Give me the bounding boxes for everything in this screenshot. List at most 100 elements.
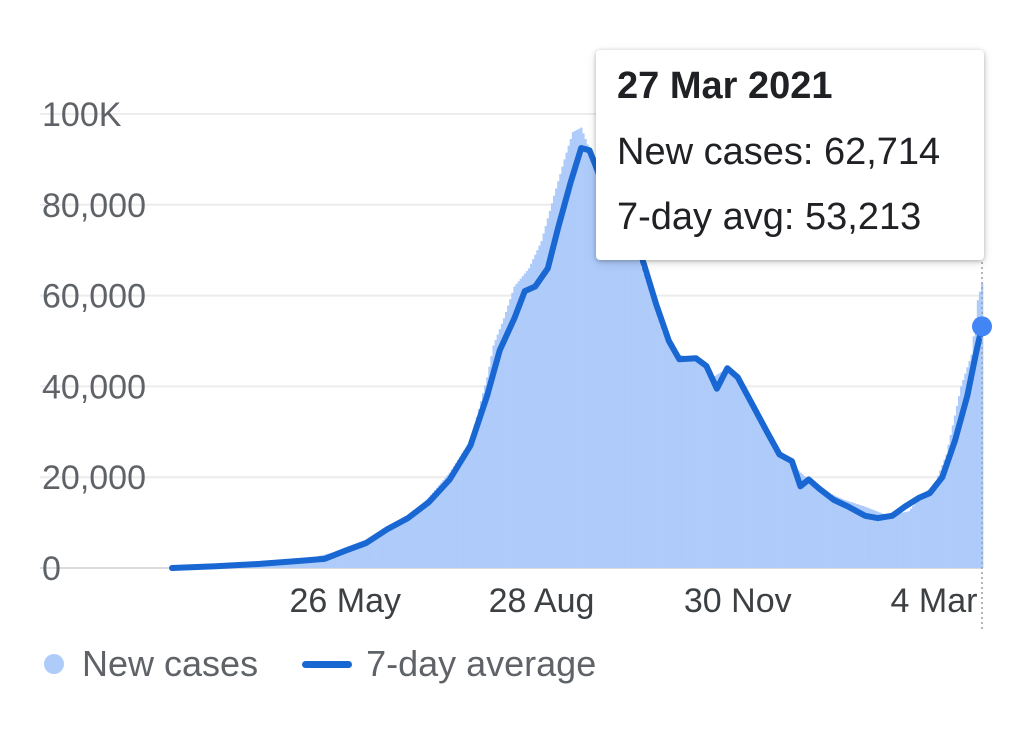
new-cases-bar[interactable]	[598, 173, 602, 568]
new-cases-bar[interactable]	[363, 543, 366, 568]
new-cases-bar[interactable]	[534, 254, 537, 569]
new-cases-bar[interactable]	[697, 361, 700, 568]
new-cases-bar[interactable]	[841, 498, 844, 568]
hover-point-marker[interactable]	[972, 316, 992, 337]
new-cases-bar[interactable]	[730, 371, 733, 568]
new-cases-bar[interactable]	[711, 377, 715, 568]
new-cases-bar[interactable]	[924, 491, 927, 568]
new-cases-bar[interactable]	[530, 263, 533, 568]
new-cases-bar[interactable]	[684, 356, 687, 568]
new-cases-bar[interactable]	[381, 534, 385, 568]
new-cases-bar[interactable]	[555, 188, 558, 568]
new-cases-bar[interactable]	[446, 475, 449, 568]
new-cases-bar[interactable]	[878, 512, 882, 568]
new-cases-bar[interactable]	[607, 189, 610, 568]
new-cases-bar[interactable]	[855, 503, 859, 568]
new-cases-bar[interactable]	[968, 360, 971, 568]
new-cases-bar[interactable]	[628, 232, 631, 569]
new-cases-bar[interactable]	[657, 318, 660, 568]
new-cases-bar[interactable]	[768, 434, 771, 568]
new-cases-bar[interactable]	[757, 418, 760, 568]
new-cases-bar[interactable]	[527, 268, 531, 568]
new-cases-bar[interactable]	[830, 494, 834, 568]
new-cases-bar[interactable]	[941, 465, 944, 568]
new-cases-bar[interactable]	[388, 530, 391, 568]
new-cases-bar[interactable]	[914, 503, 917, 568]
new-cases-bar[interactable]	[596, 168, 600, 569]
new-cases-bar[interactable]	[715, 374, 719, 568]
new-cases-bar[interactable]	[498, 329, 502, 568]
new-cases-bar[interactable]	[344, 549, 347, 568]
new-cases-bar[interactable]	[440, 482, 443, 568]
new-cases-bar[interactable]	[836, 497, 840, 568]
new-cases-bar[interactable]	[390, 528, 393, 568]
new-cases-bar[interactable]	[857, 504, 861, 568]
new-cases-bar[interactable]	[536, 250, 539, 568]
new-cases-bar[interactable]	[818, 487, 821, 568]
new-cases-bar[interactable]	[329, 553, 333, 568]
new-cases-bar[interactable]	[417, 507, 420, 568]
new-cases-bar[interactable]	[828, 493, 831, 568]
new-cases-bar[interactable]	[517, 281, 520, 568]
new-cases-bar[interactable]	[367, 541, 370, 568]
new-cases-bar[interactable]	[444, 477, 447, 568]
new-cases-bar[interactable]	[636, 255, 639, 568]
new-cases-bar[interactable]	[740, 385, 744, 568]
new-cases-bar[interactable]	[947, 444, 950, 568]
new-cases-bar[interactable]	[928, 489, 932, 568]
new-cases-bar[interactable]	[459, 456, 462, 568]
new-cases-bar[interactable]	[492, 345, 495, 568]
new-cases-bar[interactable]	[546, 218, 550, 569]
new-cases-bar[interactable]	[371, 540, 374, 568]
new-cases-bar[interactable]	[709, 375, 712, 568]
new-cases-bar[interactable]	[573, 131, 577, 568]
new-cases-bar[interactable]	[759, 421, 763, 568]
new-cases-bar[interactable]	[980, 283, 984, 568]
new-cases-bar[interactable]	[373, 539, 376, 568]
new-cases-bar[interactable]	[594, 163, 598, 568]
new-cases-bar[interactable]	[742, 389, 746, 568]
new-cases-bar[interactable]	[686, 356, 689, 568]
new-cases-bar[interactable]	[644, 280, 648, 568]
new-cases-bar[interactable]	[960, 386, 963, 568]
new-cases-bar[interactable]	[701, 365, 704, 568]
new-cases-bar[interactable]	[640, 267, 644, 568]
new-cases-bar[interactable]	[557, 181, 560, 568]
new-cases-bar[interactable]	[861, 506, 865, 568]
new-cases-bar[interactable]	[632, 242, 635, 568]
new-cases-bar[interactable]	[949, 435, 953, 568]
new-cases-bar[interactable]	[667, 340, 671, 568]
new-cases-bar[interactable]	[592, 159, 596, 568]
new-cases-bar[interactable]	[434, 490, 437, 568]
new-cases-bar[interactable]	[521, 276, 525, 568]
new-cases-bar[interactable]	[651, 299, 654, 568]
new-cases-bar[interactable]	[369, 540, 372, 568]
new-cases-bar[interactable]	[682, 355, 685, 568]
new-cases-bar[interactable]	[734, 375, 738, 568]
new-cases-bar[interactable]	[957, 396, 961, 568]
new-cases-bar[interactable]	[964, 373, 967, 568]
new-cases-bar[interactable]	[605, 185, 608, 569]
new-cases-bar[interactable]	[619, 213, 623, 568]
new-cases-bar[interactable]	[803, 475, 806, 568]
new-cases-bar[interactable]	[899, 513, 902, 568]
new-cases-bar[interactable]	[665, 337, 669, 568]
new-cases-bar[interactable]	[765, 430, 769, 568]
new-cases-bar[interactable]	[763, 427, 767, 568]
new-cases-bar[interactable]	[935, 480, 938, 568]
new-cases-bar[interactable]	[870, 509, 873, 568]
new-cases-bar[interactable]	[342, 550, 345, 568]
new-cases-bar[interactable]	[680, 355, 683, 568]
new-cases-bar[interactable]	[540, 241, 543, 568]
new-cases-bar[interactable]	[953, 415, 957, 568]
new-cases-bar[interactable]	[751, 405, 754, 568]
new-cases-bar[interactable]	[822, 490, 825, 568]
new-cases-bar[interactable]	[411, 513, 414, 568]
new-cases-bar[interactable]	[713, 376, 717, 568]
new-cases-bar[interactable]	[972, 336, 975, 568]
new-cases-bar[interactable]	[613, 200, 616, 568]
new-cases-bar[interactable]	[392, 527, 395, 568]
new-cases-bar[interactable]	[882, 514, 886, 568]
new-cases-bar[interactable]	[659, 325, 662, 568]
new-cases-bar[interactable]	[611, 197, 614, 568]
